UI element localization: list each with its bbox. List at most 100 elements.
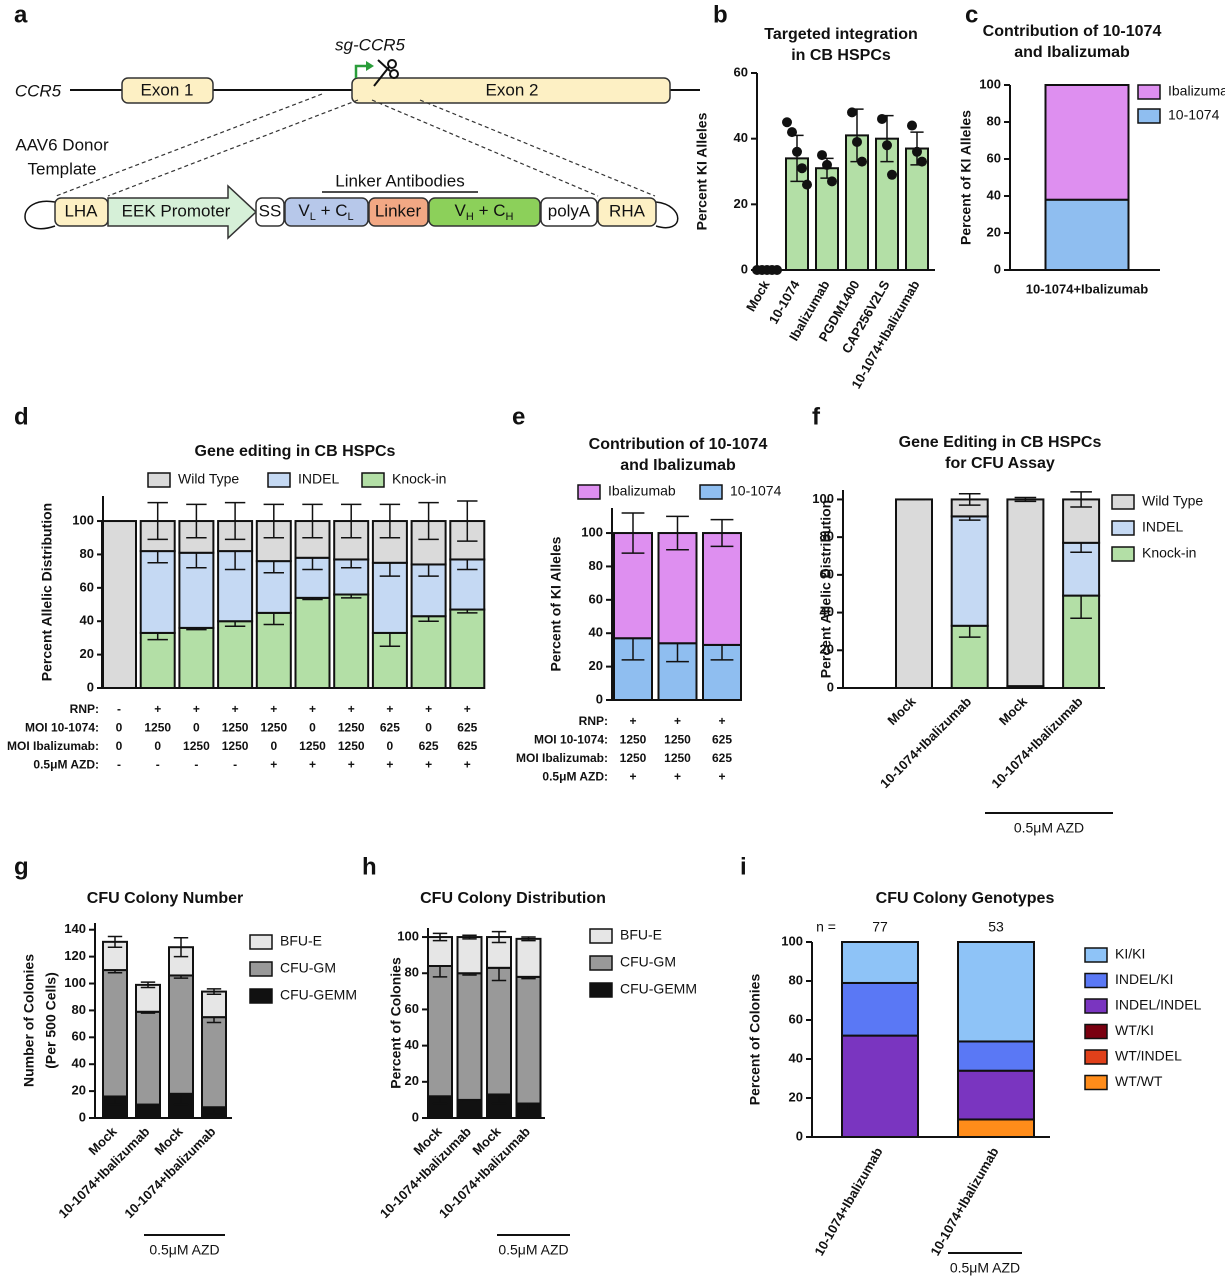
condition-value: - bbox=[233, 758, 237, 772]
panel-letter: g bbox=[14, 853, 29, 880]
y-tick-label: 100 bbox=[64, 975, 86, 990]
bar-segment bbox=[895, 498, 933, 689]
promoter-arrow bbox=[107, 184, 258, 240]
legend-swatch bbox=[1084, 972, 1108, 989]
bar-segment bbox=[841, 941, 919, 984]
legend-label: BFU-E bbox=[620, 927, 662, 943]
error-bar bbox=[107, 935, 123, 948]
x-tick-label: 10-1074+Ibalizumab bbox=[1026, 281, 1149, 296]
data-point bbox=[847, 107, 857, 118]
legend-label: CFU-GM bbox=[620, 954, 676, 970]
y-axis-label: Percent of KI Alleles bbox=[958, 110, 974, 245]
legend-label: BFU-E bbox=[280, 933, 322, 949]
data-point bbox=[782, 117, 792, 128]
y-axis-label: Percent of Colonies bbox=[747, 974, 763, 1106]
condition-label: RNP: bbox=[579, 714, 608, 728]
condition-value: 625 bbox=[712, 733, 732, 747]
y-tick-label: 80 bbox=[405, 965, 419, 980]
chart-title: for CFU Assay bbox=[945, 455, 1055, 472]
error-bar bbox=[302, 503, 323, 539]
exon-label: Exon 2 bbox=[486, 80, 539, 99]
error-bar bbox=[491, 930, 507, 944]
n-label: n = bbox=[816, 919, 836, 935]
y-tick-label: 80 bbox=[987, 113, 1001, 128]
condition-value: 1250 bbox=[144, 721, 171, 735]
y-tick-label: 20 bbox=[820, 642, 834, 657]
bar-segment bbox=[201, 990, 227, 1019]
vl-box bbox=[284, 197, 369, 227]
y-axis-label: Percent Allelic Distribution bbox=[39, 503, 55, 681]
bar-segment bbox=[456, 936, 483, 975]
legend-label: CFU-GEMM bbox=[280, 987, 357, 1003]
legend-label: Ibalizumab bbox=[1168, 83, 1225, 99]
exon-box bbox=[351, 77, 671, 104]
bar bbox=[905, 147, 929, 271]
y-tick-label: 60 bbox=[820, 566, 834, 581]
y-tick-label: 20 bbox=[72, 1083, 86, 1098]
bar-segment bbox=[515, 975, 542, 1105]
axis-line bbox=[842, 490, 1105, 689]
y-tick-label: 40 bbox=[987, 187, 1001, 202]
bracket-label: 0.5μM AZD bbox=[149, 1242, 219, 1258]
legend-label: INDEL bbox=[1142, 519, 1183, 535]
polya-label: polyA bbox=[548, 201, 591, 220]
chart-title: CFU Colony Distribution bbox=[420, 890, 606, 907]
condition-value: + bbox=[629, 714, 636, 728]
legend-label: Wild Type bbox=[1142, 493, 1203, 509]
bar-segment bbox=[841, 1034, 919, 1138]
x-tick-label: 10-1074+Ibalizumab bbox=[877, 694, 974, 791]
axis-line bbox=[1009, 85, 1160, 271]
bar-segment bbox=[702, 532, 742, 646]
legend-label: KI/KI bbox=[1115, 946, 1145, 962]
condition-value: + bbox=[425, 758, 432, 772]
plasmid-loop bbox=[24, 200, 679, 230]
axis-line bbox=[811, 942, 1050, 1138]
legend-swatch bbox=[699, 484, 723, 500]
condition-value: 0 bbox=[154, 739, 161, 753]
y-axis-label: Percent KI Alleles bbox=[694, 112, 710, 230]
bar-segment bbox=[957, 1118, 1035, 1138]
legend-label: WT/KI bbox=[1115, 1022, 1154, 1038]
legend-swatch bbox=[589, 928, 613, 944]
condition-label: RNP: bbox=[70, 702, 99, 716]
bar-segment bbox=[427, 965, 453, 1098]
condition-value: + bbox=[718, 714, 725, 728]
axis-line bbox=[427, 928, 545, 1119]
condition-value: 0 bbox=[116, 739, 123, 753]
legend-swatch bbox=[577, 484, 601, 500]
bracket-label: 0.5μM AZD bbox=[950, 1260, 1020, 1276]
condition-value: + bbox=[674, 770, 681, 784]
y-tick-label: 40 bbox=[80, 613, 94, 628]
condition-value: + bbox=[718, 770, 725, 784]
condition-value: 625 bbox=[380, 721, 400, 735]
y-tick-label: 0 bbox=[87, 679, 94, 694]
bar-segment bbox=[139, 631, 176, 690]
panel-letter: e bbox=[512, 403, 525, 430]
condition-value: 0 bbox=[425, 721, 432, 735]
bar-segment bbox=[515, 937, 542, 978]
legend-swatch bbox=[1137, 84, 1161, 100]
bar-segment bbox=[950, 515, 989, 627]
x-tick-label: 10-1074+Ibalizumab bbox=[811, 1145, 885, 1259]
y-tick-label: 60 bbox=[80, 579, 94, 594]
error-bar bbox=[379, 503, 401, 539]
legend-label: 10-1074 bbox=[1168, 107, 1220, 123]
error-bar bbox=[186, 503, 207, 539]
y-tick-label: 80 bbox=[72, 1002, 86, 1017]
bar-segment bbox=[456, 972, 483, 1101]
y-tick-label: 20 bbox=[987, 224, 1001, 239]
condition-label: MOI Ibalizumab: bbox=[516, 751, 608, 765]
error-bar bbox=[1014, 496, 1037, 503]
homology-lines bbox=[55, 93, 656, 197]
error-bar bbox=[341, 503, 362, 539]
x-tick-label: Mock bbox=[743, 277, 773, 314]
condition-value: - bbox=[117, 758, 121, 772]
y-tick-label: 80 bbox=[80, 546, 94, 561]
y-tick-label: 40 bbox=[589, 625, 603, 640]
bar-segment bbox=[1006, 498, 1045, 688]
condition-value: 1250 bbox=[338, 721, 365, 735]
vh-label: VH + CH bbox=[455, 201, 514, 222]
y-tick-label: 80 bbox=[789, 972, 803, 987]
y-tick-label: 20 bbox=[789, 1089, 803, 1104]
bar-segment bbox=[613, 532, 653, 640]
